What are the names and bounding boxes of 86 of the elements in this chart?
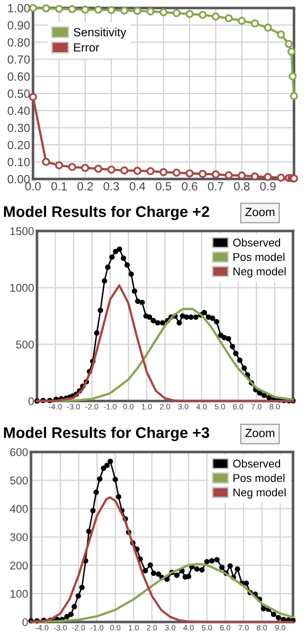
x-tick-label: 0.7 bbox=[208, 182, 224, 190]
point bbox=[212, 170, 220, 178]
point bbox=[284, 40, 293, 48]
chart-title: Model Results for Charge +2 bbox=[4, 206, 210, 220]
y-tick-label: 1.00 bbox=[8, 4, 30, 12]
legend-label: Observed bbox=[233, 238, 280, 247]
y-tick-label: 0.20 bbox=[8, 140, 30, 150]
x-tick-label: 0.4 bbox=[130, 182, 146, 190]
point bbox=[186, 169, 194, 178]
point bbox=[287, 48, 296, 56]
x-tick-label: 0.9 bbox=[260, 182, 276, 190]
point bbox=[146, 167, 154, 176]
point bbox=[264, 172, 272, 181]
point bbox=[250, 19, 259, 28]
point bbox=[107, 6, 116, 14]
point bbox=[276, 174, 285, 182]
point bbox=[94, 164, 102, 173]
y-tick-label: 500 bbox=[16, 340, 34, 348]
point bbox=[276, 30, 285, 39]
point bbox=[238, 16, 246, 25]
point bbox=[159, 168, 168, 176]
y-tick-label: 0 bbox=[28, 397, 34, 406]
y-tick-label: 1500 bbox=[10, 227, 34, 236]
y-tick-label: 500 bbox=[10, 476, 28, 484]
point bbox=[42, 158, 50, 166]
y-tick-label: 0.90 bbox=[8, 21, 30, 30]
x-tick-label: 0.3 bbox=[104, 182, 119, 190]
point bbox=[120, 166, 128, 174]
point bbox=[172, 168, 181, 177]
x-tick-label: 0.0 bbox=[25, 182, 41, 190]
y-tick-label: 0.80 bbox=[8, 38, 30, 47]
point bbox=[107, 166, 116, 174]
y-tick-label: 0.00 bbox=[8, 175, 30, 184]
point bbox=[68, 163, 76, 172]
x-tick-label: 0.6 bbox=[182, 182, 198, 190]
point bbox=[146, 7, 154, 16]
legend-label: Pos model bbox=[234, 474, 284, 482]
y-tick-label: 0.40 bbox=[8, 106, 30, 115]
y-tick-label: 600 bbox=[10, 448, 28, 456]
point bbox=[55, 161, 64, 170]
y-tick-label: 0.50 bbox=[8, 90, 30, 98]
point bbox=[159, 8, 168, 16]
legend-label: Sensitivity bbox=[74, 28, 126, 39]
x-tick-label: 0.8 bbox=[234, 182, 250, 190]
legend-label: Observed bbox=[233, 459, 280, 468]
point bbox=[186, 10, 194, 18]
point bbox=[288, 72, 297, 80]
y-tick-label: 0.10 bbox=[8, 158, 30, 166]
point bbox=[81, 6, 90, 14]
y-tick-label: 300 bbox=[10, 533, 28, 542]
legend-label: Neg model bbox=[234, 267, 286, 278]
point bbox=[224, 14, 233, 22]
point bbox=[250, 172, 259, 180]
point bbox=[212, 12, 220, 21]
point bbox=[198, 170, 207, 178]
point bbox=[264, 24, 272, 32]
point bbox=[290, 92, 298, 100]
x-tick-label: 0.1 bbox=[51, 182, 67, 190]
point bbox=[172, 9, 181, 18]
point bbox=[133, 166, 142, 175]
point bbox=[224, 171, 233, 180]
legend-label: Neg model bbox=[234, 488, 286, 499]
y-tick-label: 400 bbox=[10, 504, 28, 513]
x-tick-label: 0.5 bbox=[156, 182, 172, 190]
point bbox=[68, 5, 76, 14]
point bbox=[42, 4, 50, 12]
y-tick-label: 0.60 bbox=[8, 72, 30, 81]
y-tick-label: 0.30 bbox=[8, 124, 30, 132]
point bbox=[94, 6, 102, 14]
x-tick-label: 0.2 bbox=[77, 182, 93, 190]
y-tick-label: 100 bbox=[10, 590, 28, 598]
point bbox=[133, 6, 142, 15]
text: Zoom bbox=[245, 428, 274, 438]
y-tick-label: 0.70 bbox=[8, 55, 30, 64]
point bbox=[55, 4, 64, 13]
y-tick-label: 1000 bbox=[10, 284, 34, 292]
legend-label: Pos model bbox=[234, 252, 284, 261]
legend-label: Error bbox=[74, 43, 100, 52]
text: Zoom bbox=[245, 208, 274, 216]
y-tick-label: 0 bbox=[22, 618, 28, 626]
point bbox=[198, 10, 207, 19]
point bbox=[81, 164, 90, 172]
y-tick-label: 200 bbox=[10, 562, 28, 570]
point bbox=[238, 172, 246, 180]
chart-title: Model Results for Charge +3 bbox=[4, 426, 210, 442]
point bbox=[120, 6, 128, 15]
